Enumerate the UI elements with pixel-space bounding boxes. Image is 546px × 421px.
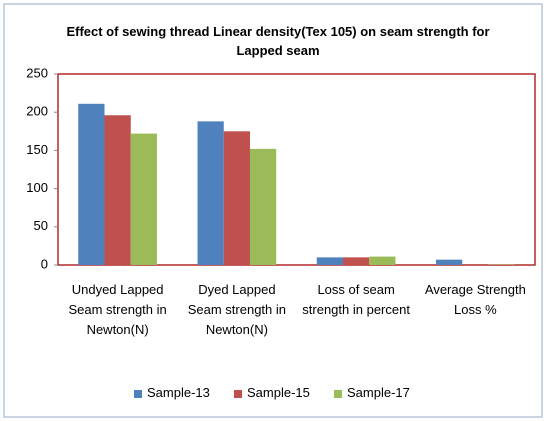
legend-label: Sample-15 bbox=[247, 385, 310, 400]
bar bbox=[249, 148, 277, 265]
x-tick-label: Undyed Lapped Seam strength in Newton(N) bbox=[68, 282, 167, 337]
legend-item: Sample-15 bbox=[234, 384, 310, 402]
bar bbox=[197, 121, 224, 265]
legend-swatch bbox=[234, 389, 242, 398]
legend-swatch bbox=[134, 389, 142, 398]
legend-item: Sample-17 bbox=[334, 384, 410, 402]
y-tick-label: 200 bbox=[26, 104, 48, 119]
y-tick-label: 0 bbox=[41, 256, 48, 271]
bar bbox=[316, 257, 344, 265]
bar bbox=[223, 131, 250, 265]
y-tick-label: 50 bbox=[34, 218, 48, 233]
chart-title: Effect of sewing thread Linear density(T… bbox=[66, 24, 490, 58]
bar bbox=[343, 257, 370, 265]
bar bbox=[78, 103, 105, 266]
y-tick-label: 100 bbox=[26, 180, 48, 195]
x-tick-label: Dyed Lapped Seam strength in Newton(N) bbox=[187, 282, 287, 337]
legend-swatch bbox=[334, 389, 342, 398]
bar bbox=[369, 256, 396, 265]
bar bbox=[104, 115, 131, 265]
plot-border bbox=[57, 73, 536, 266]
legend-label: Sample-13 bbox=[147, 385, 210, 400]
y-tick-label: 250 bbox=[26, 65, 48, 80]
bar bbox=[130, 133, 157, 265]
legend-item: Sample-13 bbox=[134, 384, 210, 402]
y-tick-label: 150 bbox=[26, 142, 48, 157]
x-tick-label: Loss of seam strength in percent bbox=[302, 282, 410, 317]
bar bbox=[462, 264, 489, 265]
x-tick-label: Average Strength Loss % bbox=[424, 282, 526, 317]
bar bbox=[436, 259, 463, 265]
legend-label: Sample-17 bbox=[347, 385, 410, 400]
